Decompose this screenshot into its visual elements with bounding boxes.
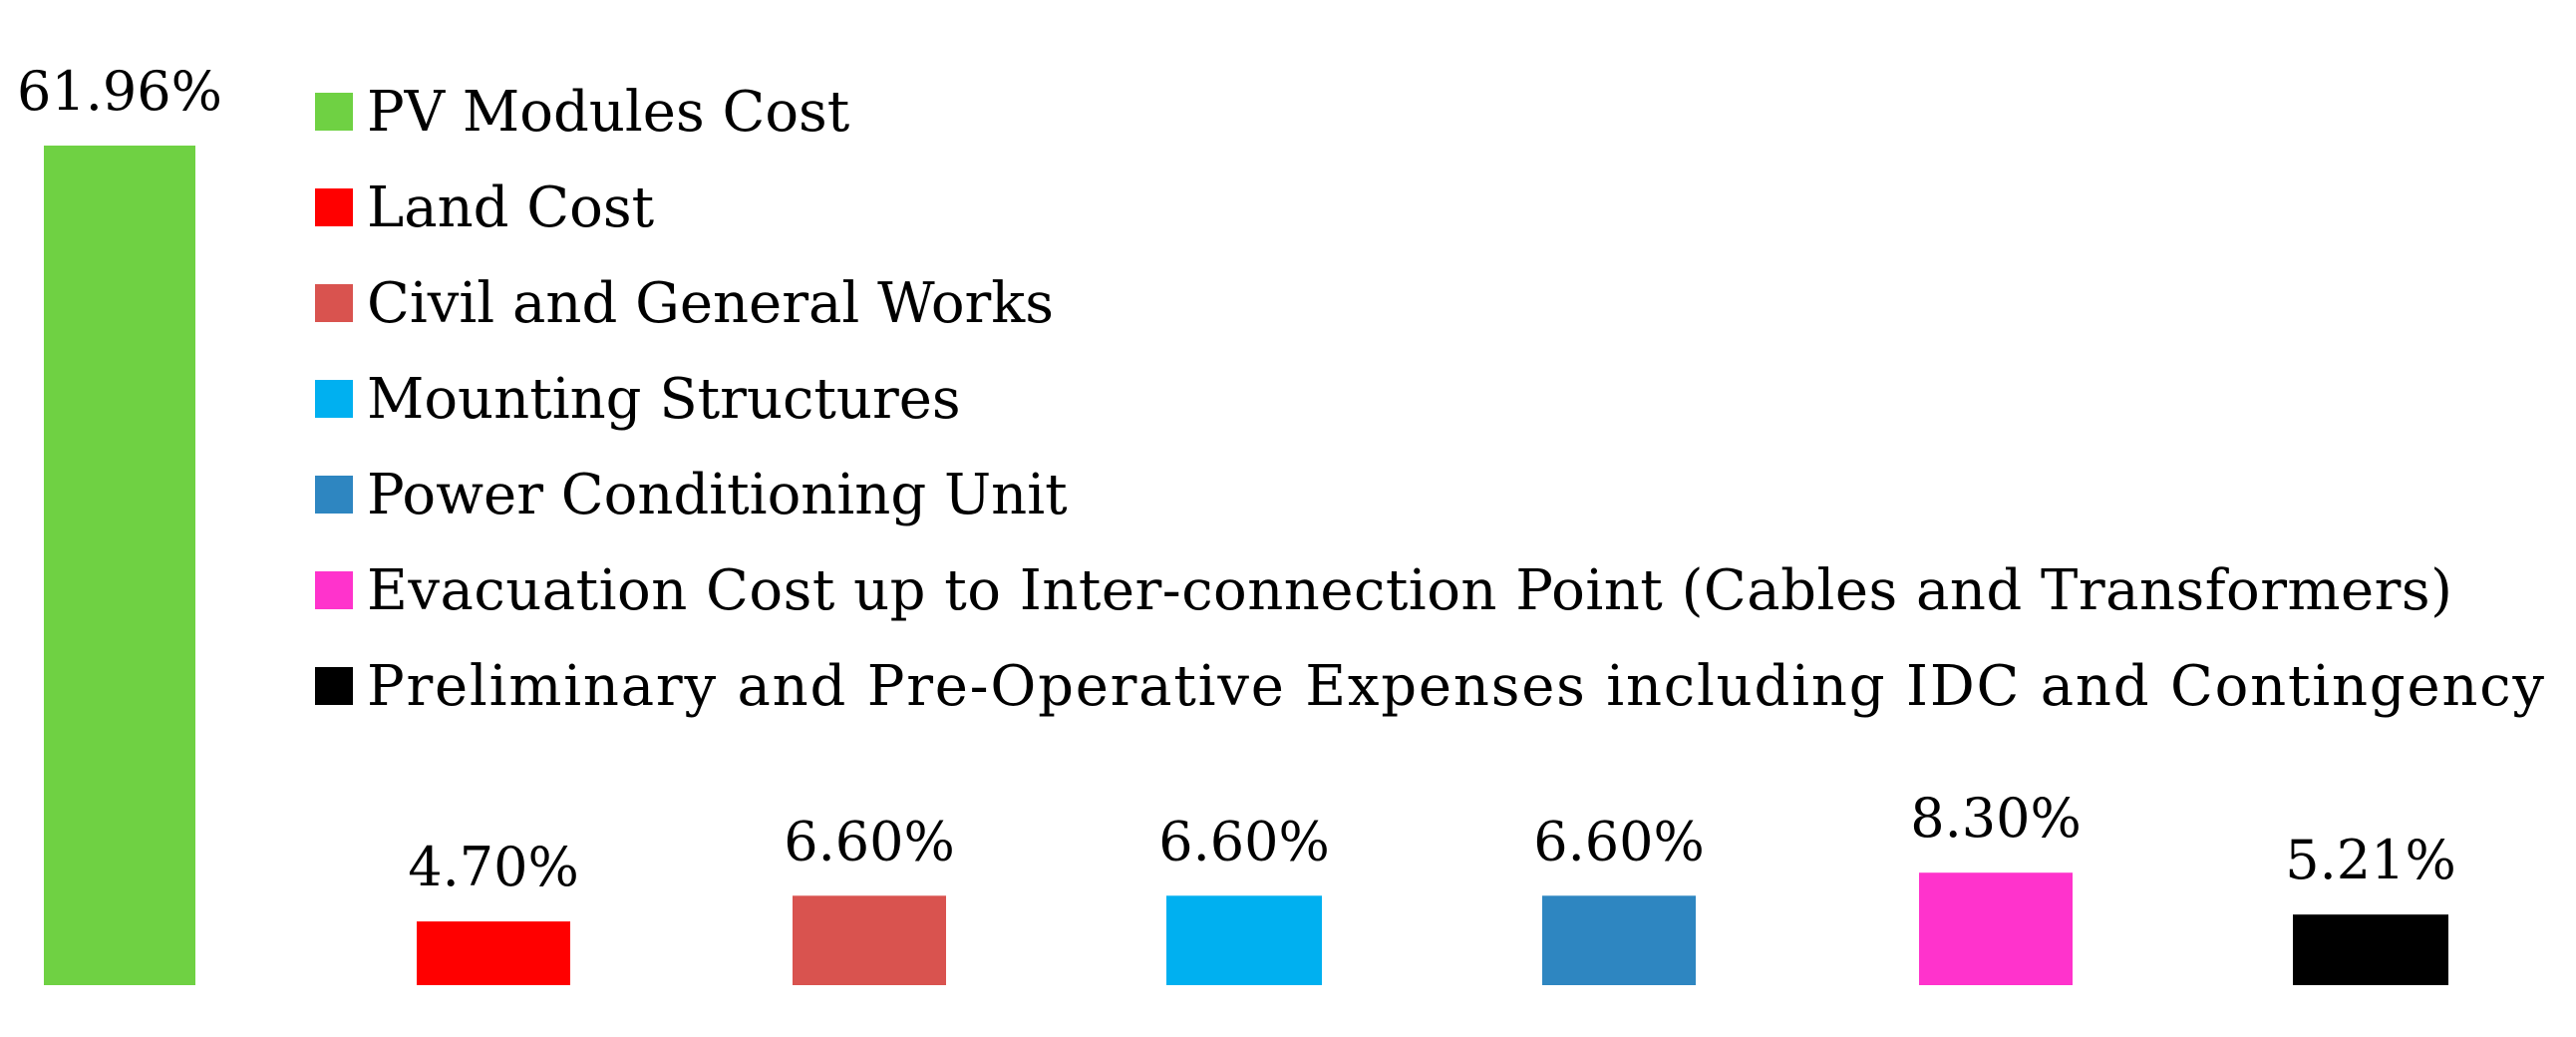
bar-1	[417, 921, 570, 985]
legend-swatch-3	[315, 380, 353, 418]
bar-2	[793, 895, 946, 985]
data-label-3: 6.60%	[1158, 810, 1330, 872]
legend-swatch-0	[315, 93, 353, 131]
legend-label-4: Power Conditioning Unit	[367, 463, 1068, 527]
legend-label-5: Evacuation Cost up to Inter-connection P…	[367, 558, 2452, 623]
data-label-4: 6.60%	[1533, 810, 1705, 872]
legend-label-2: Civil and General Works	[367, 271, 1054, 336]
legend: PV Modules Cost Land Cost Civil and Genera…	[315, 80, 2544, 719]
legend-swatch-6	[315, 667, 353, 705]
bar-5	[1919, 872, 2073, 985]
legend-swatch-5	[315, 571, 353, 609]
legend-swatch-2	[315, 284, 353, 322]
legend-label-1: Land Cost	[367, 175, 655, 240]
data-label-2: 6.60%	[784, 810, 955, 872]
data-label-6: 5.21%	[2285, 829, 2456, 891]
legend-swatch-1	[315, 188, 353, 226]
bar-3	[1166, 895, 1322, 985]
bar-0	[44, 146, 195, 985]
bar-4	[1542, 895, 1696, 985]
legend-label-3: Mounting Structures	[367, 367, 961, 432]
bar-6	[2293, 914, 2448, 985]
data-label-1: 4.70%	[408, 836, 579, 898]
data-labels: 61.96% 4.70% 6.60% 6.60% 6.60% 8.30% 5.21%	[17, 60, 2456, 898]
data-label-0: 61.96%	[17, 60, 222, 123]
bars	[44, 146, 2448, 985]
legend-swatch-4	[315, 476, 353, 514]
legend-label-6: Preliminary and Pre-Operative Expenses i…	[367, 654, 2544, 719]
data-label-5: 8.30%	[1910, 787, 2082, 850]
legend-label-0: PV Modules Cost	[367, 80, 850, 145]
